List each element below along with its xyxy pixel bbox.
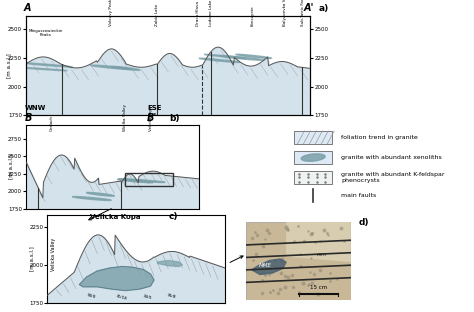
Text: [m a.s.l.]: [m a.s.l.] bbox=[6, 53, 11, 78]
Text: granite with abundant xenoliths: granite with abundant xenoliths bbox=[341, 155, 442, 160]
Text: B': B' bbox=[147, 113, 157, 123]
Text: granite with abundant K-feldspar
phenocrysts: granite with abundant K-feldspar phenocr… bbox=[341, 172, 445, 183]
Ellipse shape bbox=[301, 154, 325, 161]
Text: Velicka Kopa: Velicka Kopa bbox=[90, 214, 140, 220]
Text: Velicka Kopa: Velicka Kopa bbox=[149, 106, 153, 131]
Ellipse shape bbox=[117, 179, 153, 183]
Bar bbox=[294, 171, 332, 184]
Text: Gerlach: Gerlach bbox=[50, 115, 54, 131]
Ellipse shape bbox=[91, 65, 132, 69]
Text: Balyzoevka Valley: Balyzoevka Valley bbox=[283, 0, 287, 26]
Ellipse shape bbox=[86, 193, 115, 196]
Polygon shape bbox=[157, 261, 182, 266]
Text: Mieguszowieckie
Peaks: Mieguszowieckie Peaks bbox=[29, 29, 63, 37]
Text: b): b) bbox=[170, 114, 180, 123]
Polygon shape bbox=[286, 222, 351, 262]
Ellipse shape bbox=[199, 58, 240, 62]
Text: Wielka Valley: Wielka Valley bbox=[123, 104, 127, 131]
Text: 15 cm: 15 cm bbox=[310, 285, 327, 290]
Text: 35/8: 35/8 bbox=[167, 293, 177, 299]
Ellipse shape bbox=[204, 54, 246, 58]
Text: WNW: WNW bbox=[24, 105, 46, 111]
Text: 31/18: 31/18 bbox=[116, 294, 128, 301]
Ellipse shape bbox=[16, 67, 67, 71]
Text: xen: xen bbox=[317, 252, 327, 257]
Text: MME: MME bbox=[259, 263, 272, 269]
Text: [m a.s.l.]: [m a.s.l.] bbox=[9, 154, 14, 179]
Polygon shape bbox=[252, 259, 286, 275]
Text: [m a.s.l.]: [m a.s.l.] bbox=[30, 246, 35, 271]
Text: d): d) bbox=[359, 218, 370, 227]
Ellipse shape bbox=[111, 66, 140, 70]
FancyBboxPatch shape bbox=[246, 222, 351, 300]
Text: Lodowe Lake: Lodowe Lake bbox=[209, 0, 213, 26]
Text: S0/6: S0/6 bbox=[87, 293, 97, 300]
Text: B: B bbox=[24, 113, 32, 123]
Text: ESE: ESE bbox=[147, 105, 162, 111]
Ellipse shape bbox=[236, 54, 272, 58]
Text: Volovvy Peak: Volovvy Peak bbox=[109, 0, 113, 26]
Ellipse shape bbox=[220, 56, 264, 60]
Bar bbox=[294, 151, 332, 164]
Text: main faults: main faults bbox=[341, 193, 376, 197]
Polygon shape bbox=[80, 266, 154, 290]
Ellipse shape bbox=[118, 179, 165, 183]
Text: a): a) bbox=[319, 4, 329, 12]
Text: Konczyste: Konczyste bbox=[250, 5, 254, 26]
Ellipse shape bbox=[22, 63, 73, 67]
Bar bbox=[294, 131, 332, 144]
Text: foliation trend in granite: foliation trend in granite bbox=[341, 135, 418, 140]
Text: Draca Hlava: Draca Hlava bbox=[196, 1, 200, 26]
Text: A': A' bbox=[303, 2, 314, 12]
Text: Velicka Valley: Velicka Valley bbox=[51, 238, 56, 271]
Bar bbox=[125, 173, 173, 186]
Ellipse shape bbox=[73, 197, 111, 201]
Text: c): c) bbox=[168, 212, 178, 221]
Text: Sub-Tatric Fault: Sub-Tatric Fault bbox=[301, 0, 304, 26]
Text: A: A bbox=[23, 2, 31, 12]
Text: Zabie Lake: Zabie Lake bbox=[155, 4, 159, 26]
Text: 34/5: 34/5 bbox=[142, 294, 152, 300]
